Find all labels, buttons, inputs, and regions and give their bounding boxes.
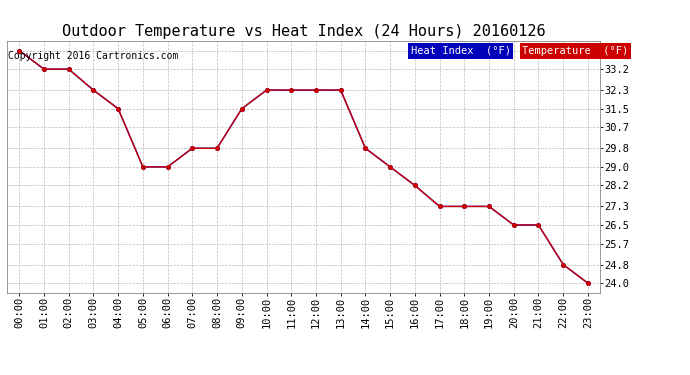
Text: Heat Index  (°F): Heat Index (°F) xyxy=(411,46,511,56)
Text: Copyright 2016 Cartronics.com: Copyright 2016 Cartronics.com xyxy=(8,51,179,61)
Title: Outdoor Temperature vs Heat Index (24 Hours) 20160126: Outdoor Temperature vs Heat Index (24 Ho… xyxy=(62,24,545,39)
Text: Temperature  (°F): Temperature (°F) xyxy=(522,46,629,56)
